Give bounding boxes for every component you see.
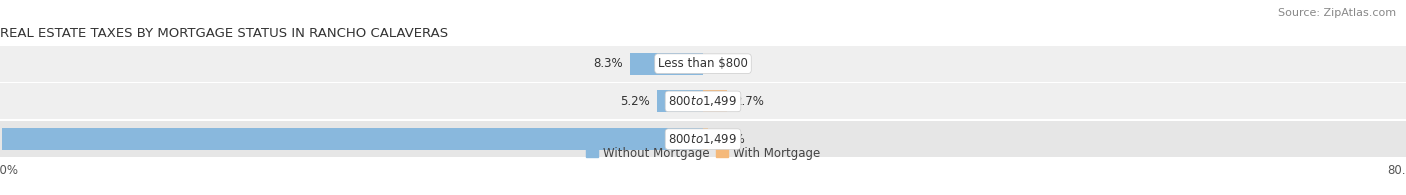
Bar xyxy=(657,90,703,112)
Bar xyxy=(703,128,709,150)
Text: 8.3%: 8.3% xyxy=(593,57,623,70)
Bar xyxy=(1,128,703,150)
Bar xyxy=(630,53,703,75)
Text: Source: ZipAtlas.com: Source: ZipAtlas.com xyxy=(1278,8,1396,18)
Text: REAL ESTATE TAXES BY MORTGAGE STATUS IN RANCHO CALAVERAS: REAL ESTATE TAXES BY MORTGAGE STATUS IN … xyxy=(0,27,449,40)
Bar xyxy=(703,90,727,112)
Text: 0.0%: 0.0% xyxy=(710,57,740,70)
Text: 5.2%: 5.2% xyxy=(620,95,650,108)
Text: Less than $800: Less than $800 xyxy=(658,57,748,70)
Bar xyxy=(0,83,1406,119)
Text: 2.7%: 2.7% xyxy=(734,95,763,108)
Text: $800 to $1,499: $800 to $1,499 xyxy=(668,132,738,146)
Bar xyxy=(0,46,1406,82)
Text: $800 to $1,499: $800 to $1,499 xyxy=(668,94,738,108)
Text: 0.6%: 0.6% xyxy=(716,133,745,146)
Legend: Without Mortgage, With Mortgage: Without Mortgage, With Mortgage xyxy=(586,147,820,160)
Bar xyxy=(0,121,1406,157)
